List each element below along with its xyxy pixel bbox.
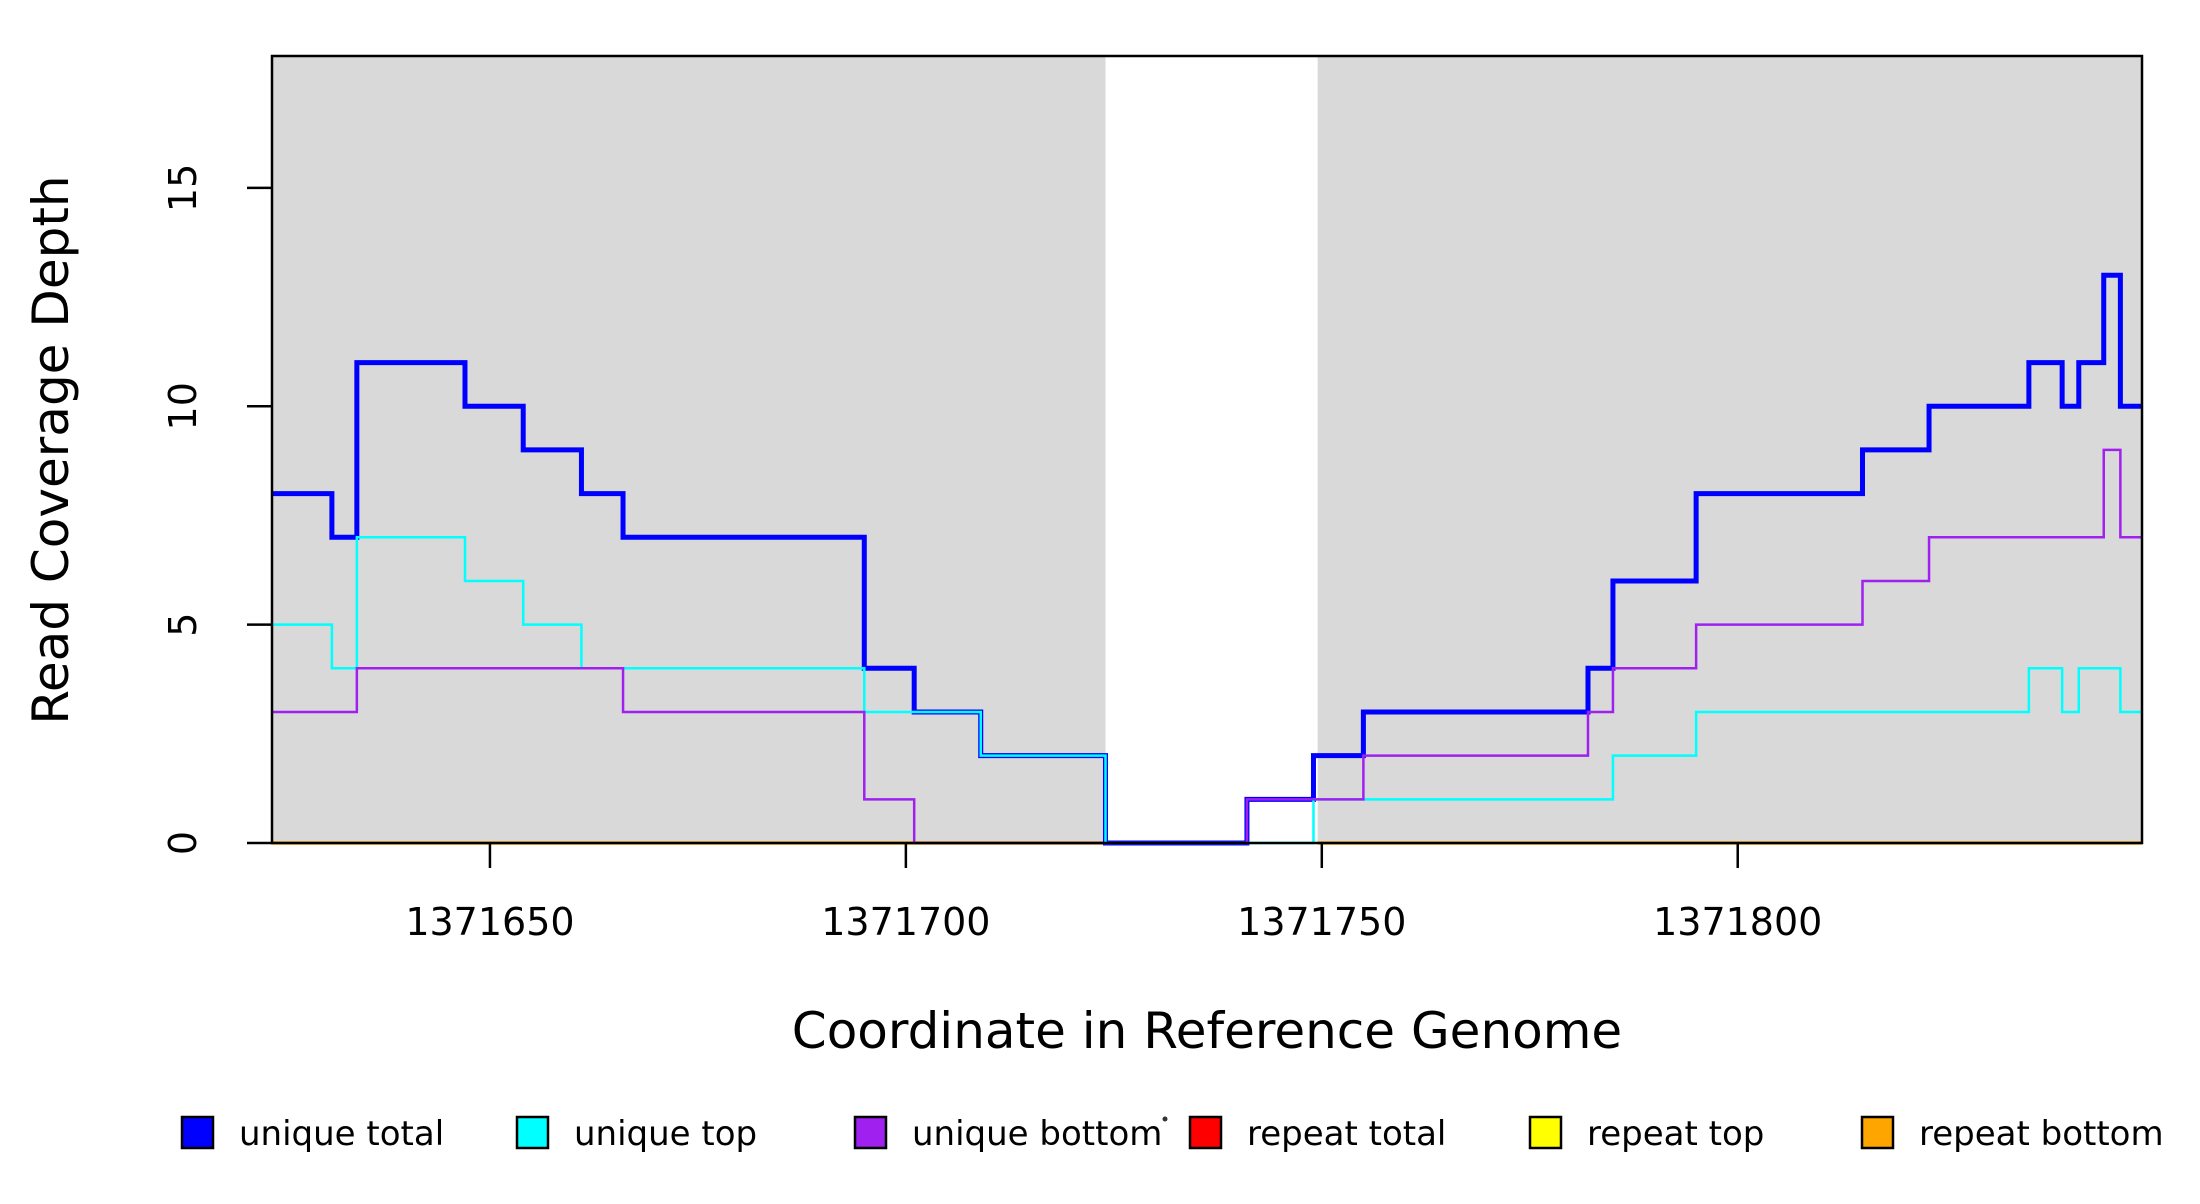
legend-swatch-repeat-bottom [1860, 1115, 1895, 1150]
y-axis-title: Read Coverage Depth [22, 175, 80, 724]
repeat-region-shade [1317, 56, 2142, 843]
legend-label-repeat-bottom: repeat bottom [1919, 1114, 2164, 1154]
legend-swatch-unique-total [180, 1115, 215, 1150]
legend-label-unique-total: unique total [239, 1114, 444, 1154]
x-tick-label: 1371800 [1653, 900, 1822, 944]
stray-mark [1162, 1116, 1168, 1122]
legend-item-unique-top: unique top [515, 1114, 757, 1154]
legend-swatch-unique-bottom [853, 1115, 888, 1150]
legend-item-repeat-total: repeat total [1188, 1114, 1446, 1154]
y-tick-label: 5 [161, 613, 205, 637]
series-unique-bottom-line [272, 448, 2142, 845]
repeat-shade-layer [272, 56, 2142, 843]
legend-swatch-unique-top [515, 1115, 550, 1150]
legend-swatch-repeat-top [1528, 1115, 1563, 1150]
legend-label-unique-bottom: unique bottom [912, 1114, 1162, 1154]
legend-label-repeat-top: repeat top [1587, 1114, 1764, 1154]
plot-border [270, 54, 2144, 845]
y-tick-label: 15 [161, 164, 205, 212]
axis-tick-layer: 1371650 1371700 1371750 1371800 0 5 10 15 [161, 164, 1822, 944]
legend: unique total unique top unique bottom repea… [180, 1114, 2164, 1154]
legend-label-unique-top: unique top [574, 1114, 757, 1154]
x-tick-label: 1371650 [405, 900, 574, 944]
x-axis-title: Coordinate in Reference Genome [792, 1002, 1622, 1060]
legend-item-unique-bottom: unique bottom [853, 1114, 1162, 1154]
legend-item-unique-total: unique total [180, 1114, 444, 1154]
legend-label-repeat-total: repeat total [1247, 1114, 1446, 1154]
legend-swatch-repeat-total [1188, 1115, 1223, 1150]
series-unique-total-line [272, 272, 2142, 846]
y-tick-label: 0 [161, 831, 205, 855]
legend-item-repeat-bottom: repeat bottom [1860, 1114, 2164, 1154]
x-tick-label: 1371750 [1237, 900, 1406, 944]
legend-item-repeat-top: repeat top [1528, 1114, 1764, 1154]
y-tick-label: 10 [161, 382, 205, 430]
series-unique-top-line [272, 536, 2142, 845]
x-tick-label: 1371700 [821, 900, 990, 944]
